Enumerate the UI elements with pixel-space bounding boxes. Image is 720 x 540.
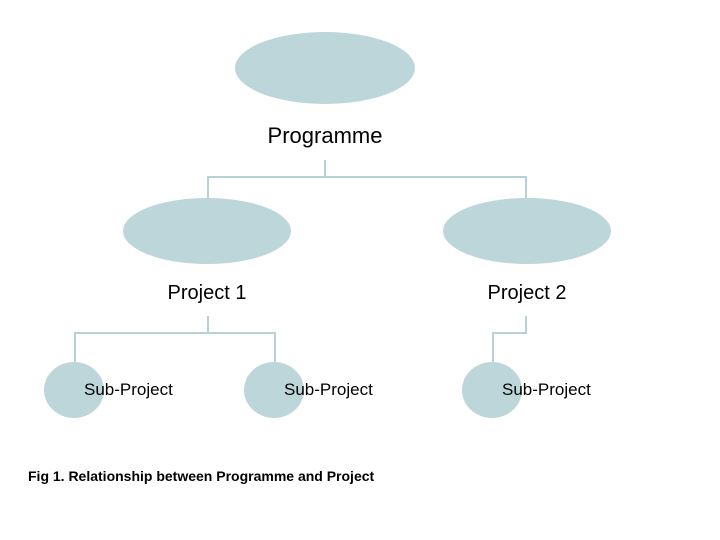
connector — [525, 176, 527, 198]
connector — [207, 176, 209, 198]
project2-label: Project 2 — [443, 282, 611, 305]
subproject1-label: Sub-Project — [84, 380, 194, 400]
project1-label: Project 1 — [123, 282, 291, 305]
connector — [525, 316, 527, 332]
connector — [74, 332, 276, 334]
connector — [207, 176, 527, 178]
project2-node — [443, 198, 611, 264]
connector — [207, 316, 209, 332]
subproject3-label: Sub-Project — [502, 380, 612, 400]
connector — [274, 332, 276, 362]
programme-node — [235, 32, 415, 104]
programme-label: Programme — [235, 123, 415, 149]
connector — [74, 332, 76, 362]
figure-caption: Fig 1. Relationship between Programme an… — [28, 468, 374, 484]
project1-node — [123, 198, 291, 264]
connector — [324, 160, 326, 176]
connector — [492, 332, 527, 334]
connector — [492, 332, 494, 362]
subproject2-label: Sub-Project — [284, 380, 394, 400]
